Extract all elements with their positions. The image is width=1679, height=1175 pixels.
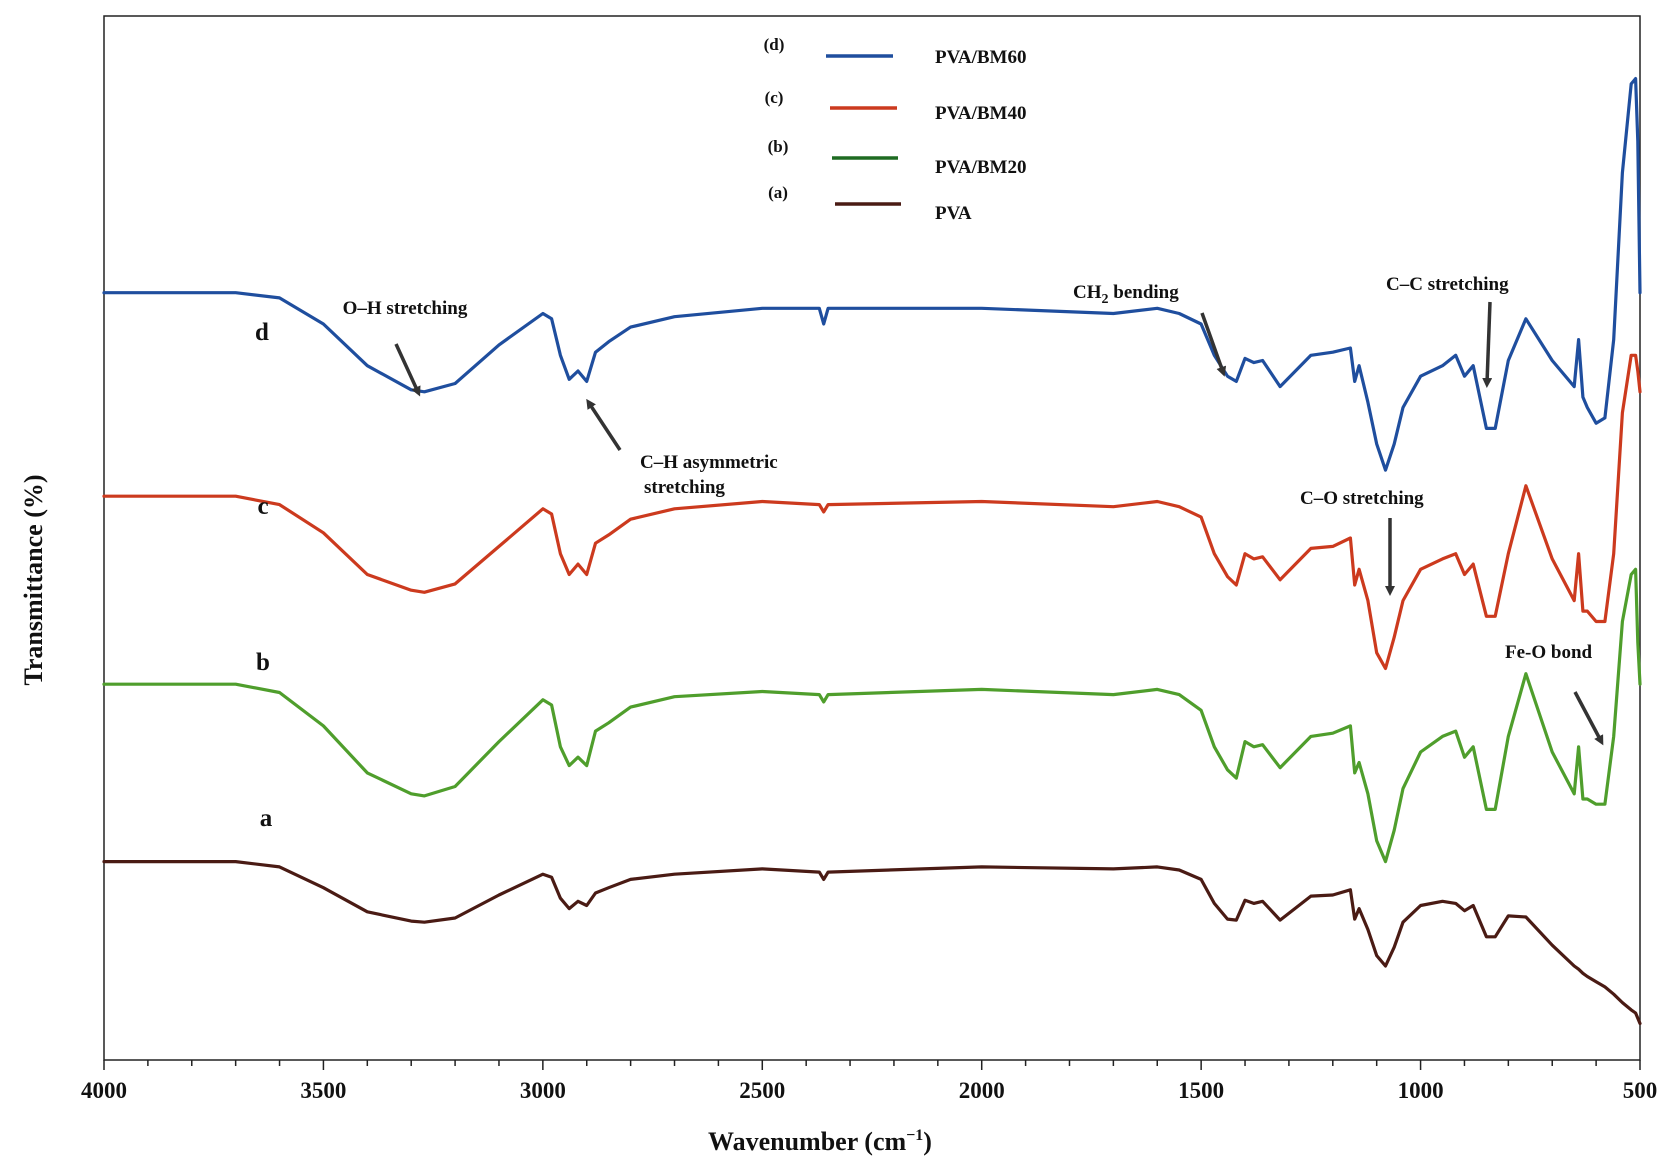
legend-label-c: PVA/BM40: [935, 103, 1026, 124]
series-line-c: [102, 353, 1642, 671]
x-tick-label: 2000: [959, 1078, 1005, 1103]
legend-tag-c: (c): [765, 88, 784, 107]
annotation-oh-arrow: [394, 343, 421, 397]
x-axis-tick-labels: 4000 3500 3000 2500 2000 1500 1000 500: [81, 1078, 1657, 1103]
series-group: [102, 77, 1642, 1026]
x-tick-label: 3000: [520, 1078, 566, 1103]
annotation-oh-stretching: O–H stretching: [343, 298, 468, 319]
x-tick-label: 2500: [739, 1078, 785, 1103]
curve-letter-d: d: [255, 319, 269, 346]
x-tick-label: 1000: [1398, 1078, 1444, 1103]
plot-frame: [103, 15, 1641, 1061]
legend: (d) PVA/BM60 (c) PVA/BM40 (b) PVA/BM20 (…: [764, 35, 1027, 224]
x-axis-title: Wavenumber (cm−1): [708, 1127, 932, 1156]
legend-tag-d: (d): [764, 35, 785, 54]
annotation-feo-arrow: [1573, 691, 1604, 746]
annotation-ch2-arrow: [1200, 312, 1227, 377]
annotation-ch-line2: stretching: [644, 477, 725, 498]
annotation-ch-line1: C–H asymmetric: [640, 452, 778, 473]
x-tick-label: 1500: [1178, 1078, 1224, 1103]
curve-letter-b: b: [256, 649, 270, 676]
x-axis-ticks: [103, 1060, 1641, 1070]
legend-label-d: PVA/BM60: [935, 47, 1026, 68]
curve-letter-c: c: [257, 493, 268, 520]
x-tick-label: 4000: [81, 1078, 127, 1103]
series-line-a: [102, 860, 1642, 1026]
x-tick-label: 500: [1623, 1078, 1658, 1103]
y-axis-title: Transmittance (%): [19, 474, 48, 685]
series-line-d: [102, 77, 1642, 472]
x-tick-label: 3500: [300, 1078, 346, 1103]
legend-tag-a: (a): [768, 183, 788, 202]
annotation-ch-arrow: [586, 398, 622, 451]
annotation-cc-arrow: [1482, 301, 1493, 388]
annotation-feo-bond: Fe-O bond: [1505, 642, 1593, 663]
legend-tag-b: (b): [768, 137, 789, 156]
annotation-ch2-bending: CH2 bending: [1073, 282, 1179, 307]
annotation-co-stretching: C–O stretching: [1300, 488, 1424, 509]
curve-letter-a: a: [260, 805, 273, 832]
legend-label-a: PVA: [935, 203, 972, 224]
legend-label-b: PVA/BM20: [935, 157, 1026, 178]
annotation-cc-stretching: C–C stretching: [1386, 274, 1509, 295]
series-line-b: [102, 567, 1642, 864]
